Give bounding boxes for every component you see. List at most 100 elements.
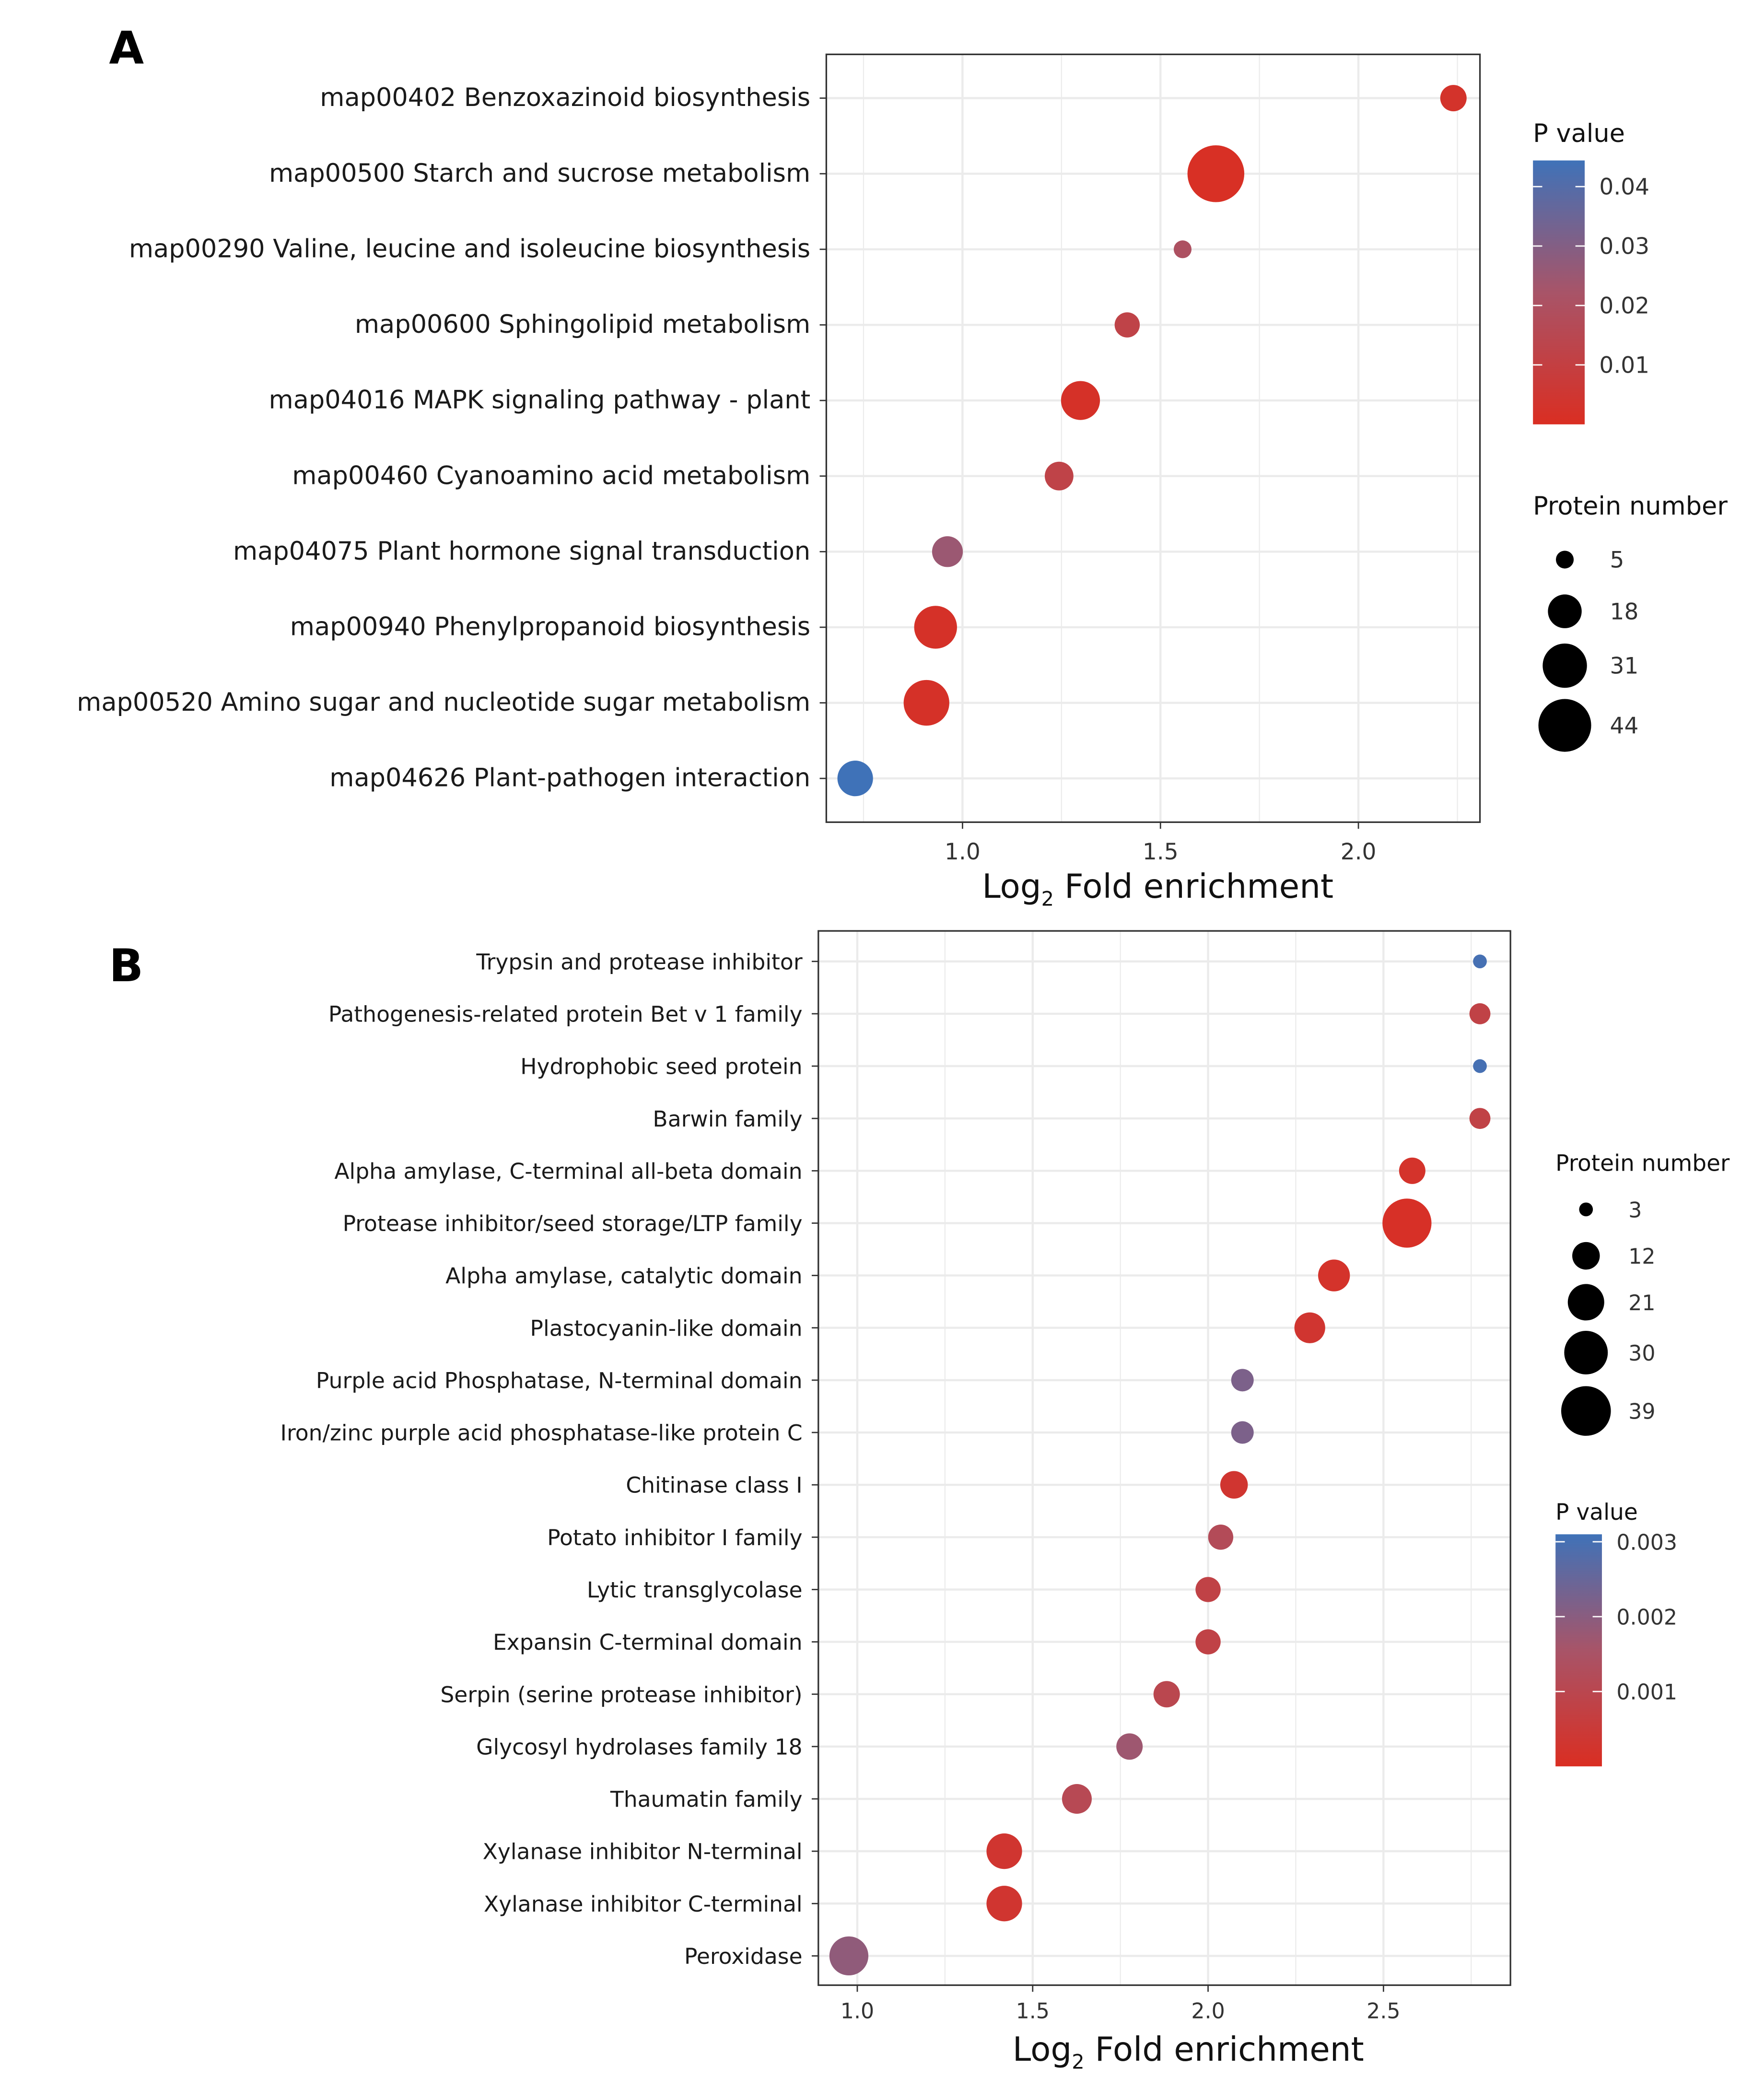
color-bar-label: 0.04 — [1599, 174, 1649, 200]
y-tick-label: Expansin C-terminal domain — [493, 1630, 803, 1655]
data-point — [1173, 240, 1192, 258]
size-legend-dot — [1561, 1386, 1611, 1436]
y-tick-label: Alpha amylase, C-terminal all-beta domai… — [334, 1159, 802, 1184]
color-bar-label: 0.03 — [1599, 234, 1649, 260]
data-point — [1220, 1471, 1248, 1499]
color-bar-label: 0.003 — [1616, 1530, 1677, 1555]
x-tick-label: 2.5 — [1367, 1999, 1400, 2024]
size-legend-label: 31 — [1610, 653, 1639, 680]
data-point — [986, 1886, 1022, 1922]
data-point — [914, 606, 957, 649]
y-tick-label: Barwin family — [653, 1106, 802, 1132]
data-point — [1440, 85, 1467, 112]
y-tick-label: Peroxidase — [684, 1944, 803, 1969]
y-tick-label: Hydrophobic seed protein — [520, 1054, 802, 1080]
data-point — [1399, 1157, 1425, 1184]
size-legend-dot — [1572, 1242, 1600, 1270]
x-tick-label: 1.0 — [841, 1999, 874, 2024]
plot-border — [818, 930, 1511, 1986]
y-tick-label: Potato inhibitor I family — [547, 1525, 802, 1550]
x-tick-label: 1.5 — [1143, 839, 1179, 865]
x-tick-label: 1.0 — [945, 839, 981, 865]
color-bar-label: 0.01 — [1599, 352, 1649, 379]
size-legend-dot — [1556, 551, 1574, 569]
data-point — [932, 536, 963, 567]
y-tick-label: Purple acid Phosphatase, N-terminal doma… — [316, 1368, 803, 1393]
data-point — [1231, 1369, 1254, 1392]
y-tick-label: map00520 Amino sugar and nucleotide suga… — [77, 688, 810, 717]
data-point — [1231, 1421, 1254, 1444]
color-bar-label: 0.001 — [1616, 1680, 1677, 1705]
data-point — [1153, 1681, 1180, 1708]
data-point — [1195, 1629, 1221, 1655]
y-tick-label: Chitinase class I — [626, 1473, 802, 1498]
size-legend-label: 44 — [1610, 713, 1639, 739]
size-legend-label: 5 — [1610, 547, 1624, 573]
size-legend-dot — [1567, 1284, 1604, 1321]
y-tick-label: Xylanase inhibitor N-terminal — [483, 1839, 803, 1865]
size-legend-dot — [1548, 594, 1582, 628]
size-legend-dot — [1564, 1331, 1608, 1374]
size-legend-label: 18 — [1610, 599, 1639, 625]
y-tick-label: Thaumatin family — [610, 1787, 803, 1812]
data-point — [1294, 1312, 1325, 1343]
data-point — [1114, 312, 1140, 338]
y-tick-label: Lytic transglycolase — [587, 1577, 803, 1603]
x-axis-title: Log2 Fold enrichment — [982, 868, 1333, 911]
size-legend-title: Protein number — [1555, 1151, 1730, 1177]
size-legend-label: 3 — [1628, 1198, 1642, 1222]
data-point — [1044, 461, 1074, 491]
data-point — [1473, 1059, 1487, 1073]
y-tick-label: Glycosyl hydrolases family 18 — [476, 1734, 802, 1760]
size-legend-label: 39 — [1628, 1400, 1655, 1424]
color-bar — [1555, 1534, 1602, 1767]
panel-a: A 1.0 1.5 2.0 map00402 Benzoxazinoid biosynt… — [77, 23, 1728, 911]
color-bar-label: 0.002 — [1616, 1606, 1677, 1630]
data-point — [903, 680, 949, 726]
data-point — [1062, 1784, 1092, 1814]
panel-letter: B — [109, 940, 143, 992]
data-point — [1187, 145, 1245, 202]
y-tick-label: Xylanase inhibitor C-terminal — [484, 1891, 803, 1917]
y-tick-label: Serpin (serine protease inhibitor) — [440, 1682, 802, 1707]
color-legend-title: P value — [1533, 119, 1625, 148]
y-tick-label: Pathogenesis-related protein Bet v 1 fam… — [328, 1001, 803, 1027]
size-legend-dot — [1579, 1202, 1593, 1217]
y-tick-label: Alpha amylase, catalytic domain — [445, 1263, 802, 1289]
y-tick-label: map00290 Valine, leucine and isoleucine … — [129, 234, 810, 263]
size-legend-dot — [1538, 699, 1591, 752]
plot-border — [825, 53, 1481, 823]
size-legend-dot — [1542, 643, 1587, 688]
y-tick-label: map00940 Phenylpropanoid biosynthesis — [290, 612, 810, 642]
y-tick-label: Iron/zinc purple acid phosphatase-like p… — [280, 1421, 803, 1446]
size-legend-label: 21 — [1628, 1291, 1655, 1315]
y-tick-label: map00460 Cyanoamino acid metabolism — [292, 461, 810, 490]
data-point — [1469, 1003, 1491, 1024]
size-legend-label: 30 — [1628, 1341, 1655, 1366]
data-point — [1469, 1108, 1491, 1129]
panel-b: B 1.0 1.5 2.0 2.5 Trypsin and protease inhibi… — [109, 930, 1730, 2074]
data-point — [1208, 1525, 1234, 1550]
y-tick-label: map00500 Starch and sucrose metabolism — [269, 159, 810, 188]
y-tick-label: Protease inhibitor/seed storage/LTP fami… — [343, 1211, 803, 1236]
data-point — [986, 1833, 1022, 1869]
color-bar — [1533, 160, 1585, 424]
y-tick-label: map04075 Plant hormone signal transducti… — [233, 537, 810, 566]
data-point — [1473, 954, 1487, 969]
data-point — [837, 761, 873, 797]
x-tick-label: 2.0 — [1341, 839, 1377, 865]
y-tick-label: Plastocyanin-like domain — [530, 1315, 802, 1341]
data-point — [1382, 1198, 1432, 1248]
data-point — [829, 1936, 869, 1976]
x-axis-title: Log2 Fold enrichment — [1013, 2031, 1364, 2074]
size-legend-title: Protein number — [1533, 492, 1728, 521]
size-legend-label: 12 — [1628, 1244, 1655, 1269]
y-tick-label: map00600 Sphingolipid metabolism — [355, 310, 810, 339]
panel-letter: A — [109, 23, 144, 75]
data-point — [1195, 1577, 1221, 1602]
y-tick-label: map04626 Plant-pathogen interaction — [329, 763, 810, 793]
data-point — [1318, 1259, 1350, 1291]
x-tick-label: 2.0 — [1191, 1999, 1225, 2024]
y-tick-label: Trypsin and protease inhibitor — [476, 949, 802, 974]
